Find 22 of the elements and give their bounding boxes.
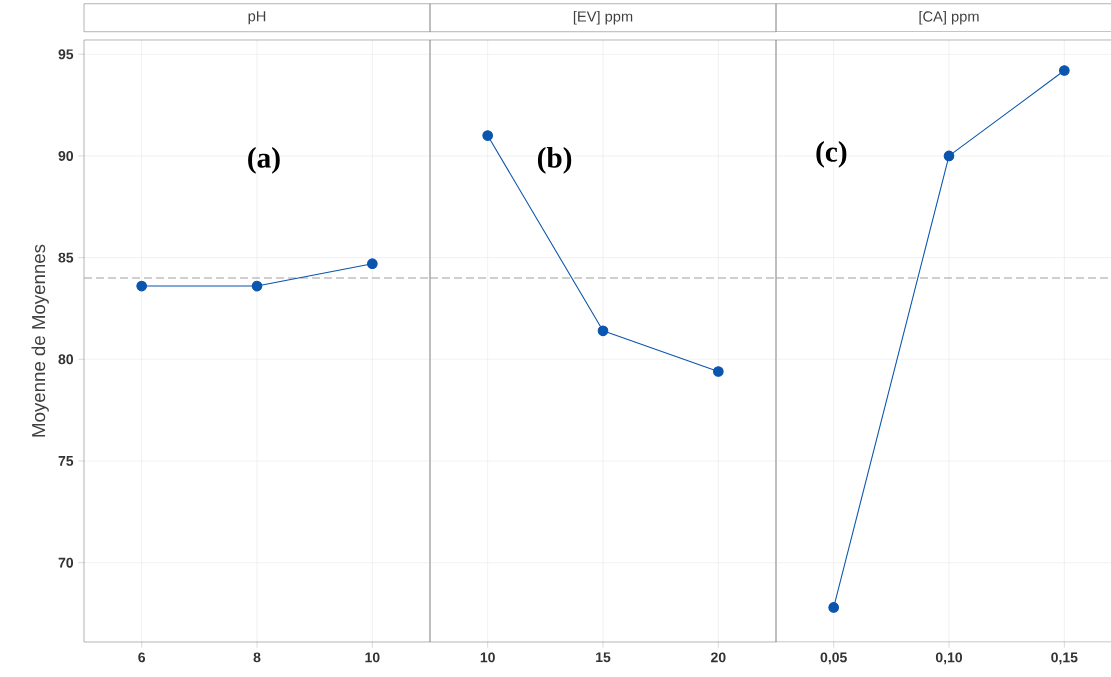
y-tick-label: 70 bbox=[58, 557, 74, 568]
x-tick-label: 0,10 bbox=[935, 652, 963, 665]
annotation: (b) bbox=[537, 147, 572, 174]
annotation: (c) bbox=[816, 141, 847, 168]
chart-title: pH bbox=[248, 11, 266, 25]
x-tick-label: 15 bbox=[596, 652, 611, 663]
x-tick-label: 6 bbox=[138, 652, 146, 663]
x-tick-label: 10 bbox=[480, 652, 495, 663]
y-tick-label: 90 bbox=[58, 150, 74, 161]
x-tick-label: 20 bbox=[711, 652, 726, 663]
y-tick-label: 85 bbox=[58, 252, 74, 263]
chart-title: [CA] ppm bbox=[919, 10, 979, 25]
x-tick-label: 10 bbox=[365, 652, 380, 663]
x-tick-label: 8 bbox=[253, 652, 261, 663]
y-tick-label: 95 bbox=[58, 49, 74, 60]
annotation: (a) bbox=[248, 147, 280, 174]
y-axis-title: Moyenne de Moyennes bbox=[31, 244, 49, 437]
y-tick-label: 75 bbox=[58, 456, 74, 466]
x-tick-label: 0,15 bbox=[1051, 652, 1078, 665]
y-tick-label: 80 bbox=[58, 354, 74, 365]
chart-title: [EV] ppm bbox=[573, 10, 633, 25]
x-tick-label: 0,05 bbox=[820, 652, 847, 665]
